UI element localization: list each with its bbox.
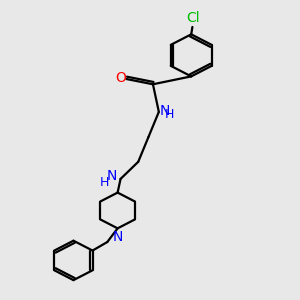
Text: Cl: Cl	[186, 11, 200, 26]
Text: N: N	[107, 169, 118, 183]
Text: O: O	[116, 71, 127, 85]
Text: H: H	[100, 176, 109, 189]
Text: H: H	[165, 108, 174, 121]
Text: N: N	[160, 103, 170, 118]
Text: N: N	[112, 230, 123, 244]
